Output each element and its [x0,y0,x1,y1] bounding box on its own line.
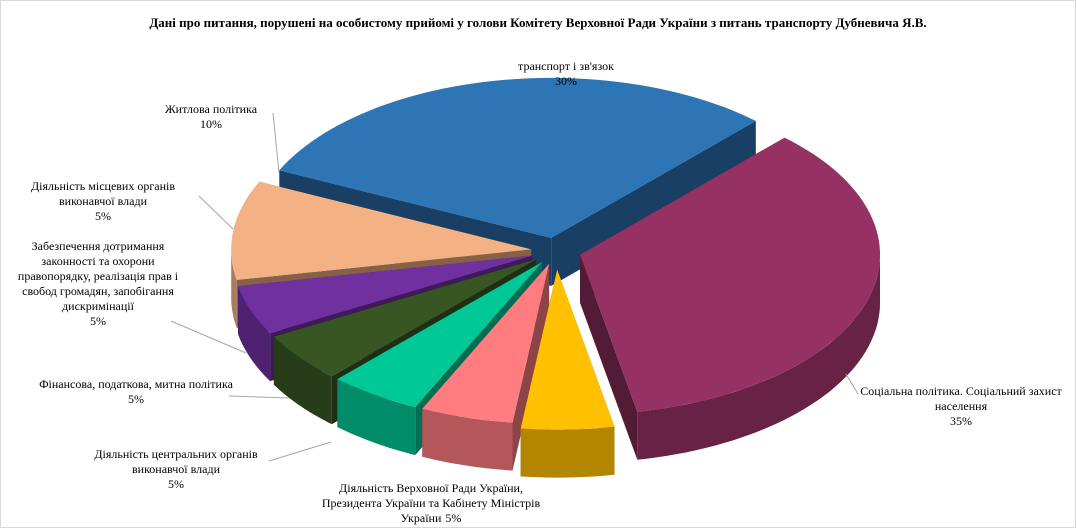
leader-line [272,112,280,174]
data-label: Соціальна політика. Соціальний захист на… [854,384,1069,429]
slice [337,262,542,408]
category-label: Фінансова, податкова, митна політика [39,377,233,391]
slice [273,259,537,377]
category-label: Житлова політика [164,102,258,116]
slice [422,263,550,423]
data-label: Житлова політика 10% [136,102,286,132]
slice [580,137,880,412]
slice-wall [231,249,237,328]
category-label: транспорт і зв'язок [518,59,614,73]
slice-side [580,254,638,460]
slice-wall [422,408,513,471]
category-label: Соціальна політика. Соціальний захист на… [860,384,1062,413]
data-label: Забезпечення дотримання законності та ох… [9,239,187,329]
slice-wall [273,336,332,425]
value-label: 10% [200,117,222,131]
data-label: транспорт і зв'язок 30% [466,59,666,89]
leader-line [170,320,247,354]
value-label: 5% [445,511,462,525]
category-label: Діяльність місцевих органів виконавчої в… [30,179,176,208]
data-label: Діяльність Верховної Ради України, Прези… [314,481,549,526]
leader-line [845,373,859,395]
value-label: 35% [950,414,972,428]
value-label: 5% [168,477,184,491]
value-label: 5% [95,209,111,223]
category-label: Діяльність Верховної Ради України, Прези… [321,481,541,525]
data-label: Фінансова, податкова, митна політика 5% [36,377,236,407]
slice [238,255,533,334]
value-label: 30% [555,74,577,88]
slice-wall [337,379,416,456]
data-label: Діяльність центральних органів виконавчо… [71,447,281,492]
slice [279,77,756,238]
value-label: 5% [128,392,144,406]
slice [231,181,532,280]
category-label: Забезпечення дотримання законності та ох… [17,239,179,313]
slice-wall [637,254,880,460]
leader-line [228,395,290,399]
slice-wall [238,286,271,382]
slice-wall [520,426,615,478]
category-label: Діяльність центральних органів виконавчо… [94,447,258,476]
value-label: 5% [90,314,106,328]
data-label: Діяльність місцевих органів виконавчої в… [3,179,203,224]
leader-line [198,195,234,230]
chart-title: Дані про питання, порушені на особистому… [149,15,927,30]
slice [520,269,615,430]
leader-line [268,441,332,462]
